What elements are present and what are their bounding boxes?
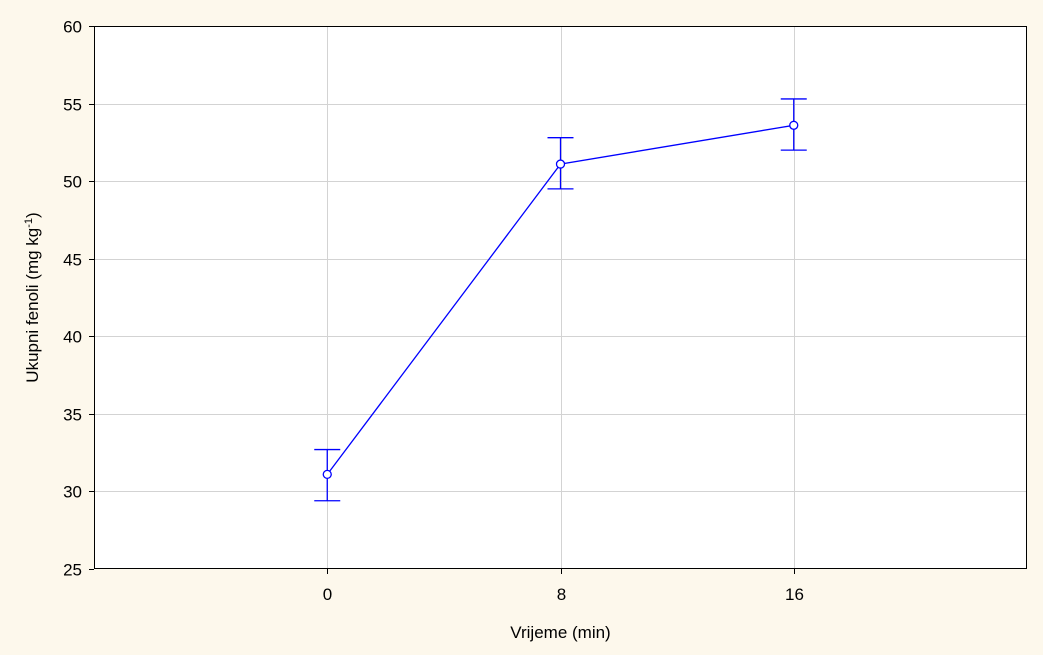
data-point	[322, 469, 332, 480]
y-tick-label: 55	[63, 96, 82, 115]
y-axis-label: Ukupni fenoli (mg kg-1)	[23, 212, 42, 382]
y-tick-label: 25	[63, 561, 82, 580]
x-tick-label: 0	[323, 585, 332, 604]
y-tick-label: 45	[63, 251, 82, 270]
x-axis-label: Vrijeme (min)	[510, 623, 610, 642]
data-point	[555, 159, 566, 169]
y-tick-label: 40	[63, 328, 82, 347]
x-tick-label: 8	[557, 585, 566, 604]
y-tick-label: 30	[63, 483, 82, 502]
plot-frame	[94, 26, 1027, 569]
y-tick-label: 35	[63, 406, 82, 425]
x-tick-label: 16	[785, 585, 804, 604]
y-axis-label-tail: )	[23, 212, 42, 218]
y-tick-label: 60	[63, 18, 82, 37]
x-axis: 0 8 16	[323, 569, 804, 604]
data-point	[789, 120, 799, 130]
y-tick-label: 50	[63, 173, 82, 192]
plot-area	[94, 26, 1027, 569]
series-layer	[314, 98, 807, 502]
y-axis-label-main: Ukupni fenoli (mg kg	[23, 228, 42, 383]
y-axis-label-superscript: -1	[23, 218, 35, 228]
y-axis: 25 30 35 40 45 50 55 60	[63, 18, 94, 580]
